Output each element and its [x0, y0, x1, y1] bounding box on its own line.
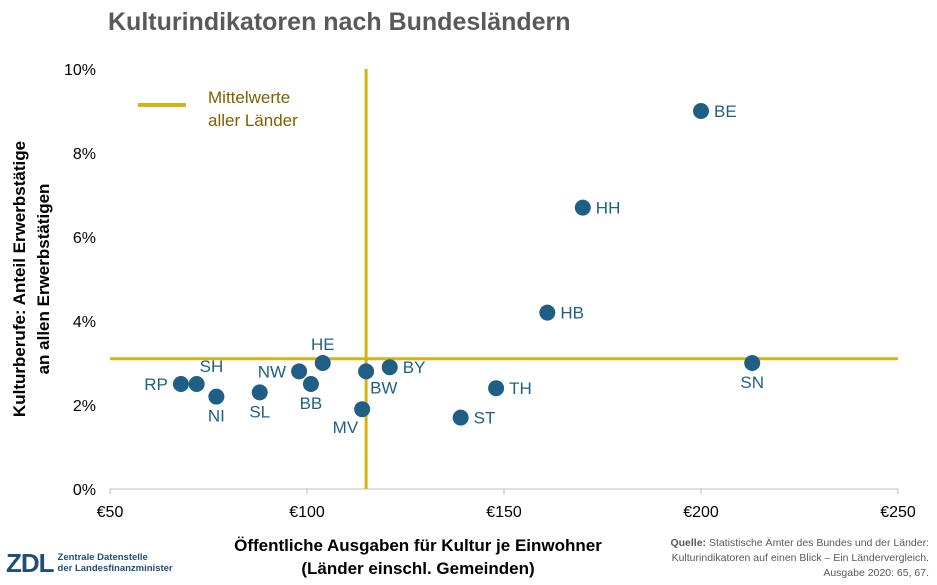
legend-label-line2: aller Länder	[208, 111, 298, 130]
point-mv	[354, 401, 371, 418]
source-note: Quelle: Statistische Ämter des Bundes un…	[629, 536, 929, 581]
point-sn	[744, 355, 761, 371]
y-tick-label: 4%	[73, 314, 96, 331]
y-tick-label: 10%	[64, 62, 96, 79]
point-label-bw: BW	[370, 378, 397, 397]
point-label-mv: MV	[333, 418, 359, 437]
point-label-he: HE	[311, 335, 335, 354]
point-label-st: ST	[474, 409, 496, 428]
point-label-hb: HB	[560, 304, 584, 323]
y-tick-label: 6%	[73, 230, 96, 247]
zdl-logo: ZDL Zentrale Datenstelle der Landesfinan…	[6, 548, 173, 578]
point-be	[693, 103, 709, 119]
point-rp	[172, 376, 189, 392]
point-label-nw: NW	[258, 362, 286, 381]
legend-label-line1: Mittelwerte	[208, 88, 290, 107]
y-axis-title-line2: an allen Erwerbstätigen	[34, 184, 53, 375]
point-ni	[208, 388, 225, 405]
source-line3: Ausgabe 2020: 65, 67.	[823, 567, 929, 579]
logo-mark: ZDL	[6, 547, 55, 578]
point-sh	[188, 376, 205, 392]
mean-lines-layer	[110, 69, 898, 489]
point-label-rp: RP	[144, 375, 168, 394]
legend: Mittelwerte aller Länder	[138, 88, 298, 130]
axes-layer: €50 €100 €150 €200 €250 0% 2% 4% 6% 8% 10%	[64, 62, 916, 521]
x-tick-label: €150	[486, 504, 522, 521]
point-label-sl: SL	[249, 402, 270, 421]
point-label-by: BY	[403, 358, 426, 377]
point-label-bb: BB	[300, 394, 323, 413]
point-hb	[539, 304, 556, 321]
point-bw	[358, 363, 375, 380]
point-label-sn: SN	[740, 373, 764, 392]
point-label-hh: HH	[596, 199, 621, 218]
x-tick-label: €200	[683, 504, 719, 521]
point-nw	[291, 363, 308, 380]
point-by	[381, 359, 398, 376]
y-axis-title-line1: Kulturberufe: Anteil Erwerbstätige	[10, 141, 29, 417]
y-tick-label: 2%	[73, 398, 96, 415]
source-line2: Kulturindikatoren auf einen Blick – Ein …	[671, 552, 929, 564]
point-label-sh: SH	[200, 357, 224, 376]
point-label-be: BE	[714, 102, 737, 121]
point-st	[452, 409, 469, 426]
x-tick-label: €100	[289, 504, 325, 521]
point-hh	[574, 199, 591, 216]
x-tick-label: €50	[97, 504, 124, 521]
chart-title: Kulturindikatoren nach Bundesländern	[108, 8, 571, 36]
point-bb	[302, 376, 319, 392]
points-layer: BE HH HB SN HE BY BW NW BB SH RP TH SL NI MV ST	[144, 102, 764, 437]
x-axis-title-line2: (Länder einschl. Gemeinden)	[301, 559, 534, 578]
y-tick-label: 8%	[73, 146, 96, 163]
y-tick-label: 0%	[73, 482, 96, 499]
source-label: Quelle:	[670, 537, 707, 549]
point-label-ni: NI	[208, 407, 225, 426]
logo-line2: der Landesfinanzminister	[57, 563, 173, 574]
x-axis-title-line1: Öffentliche Ausgaben für Kultur je Einwo…	[234, 536, 602, 555]
x-tick-label: €250	[880, 504, 916, 521]
point-label-th: TH	[509, 379, 532, 398]
point-sl	[251, 384, 268, 401]
point-th	[488, 380, 505, 397]
logo-line1: Zentrale Datenstelle	[57, 552, 148, 563]
point-he	[314, 355, 331, 371]
source-line1: Statistische Ämter des Bundes und der Lä…	[708, 537, 929, 549]
